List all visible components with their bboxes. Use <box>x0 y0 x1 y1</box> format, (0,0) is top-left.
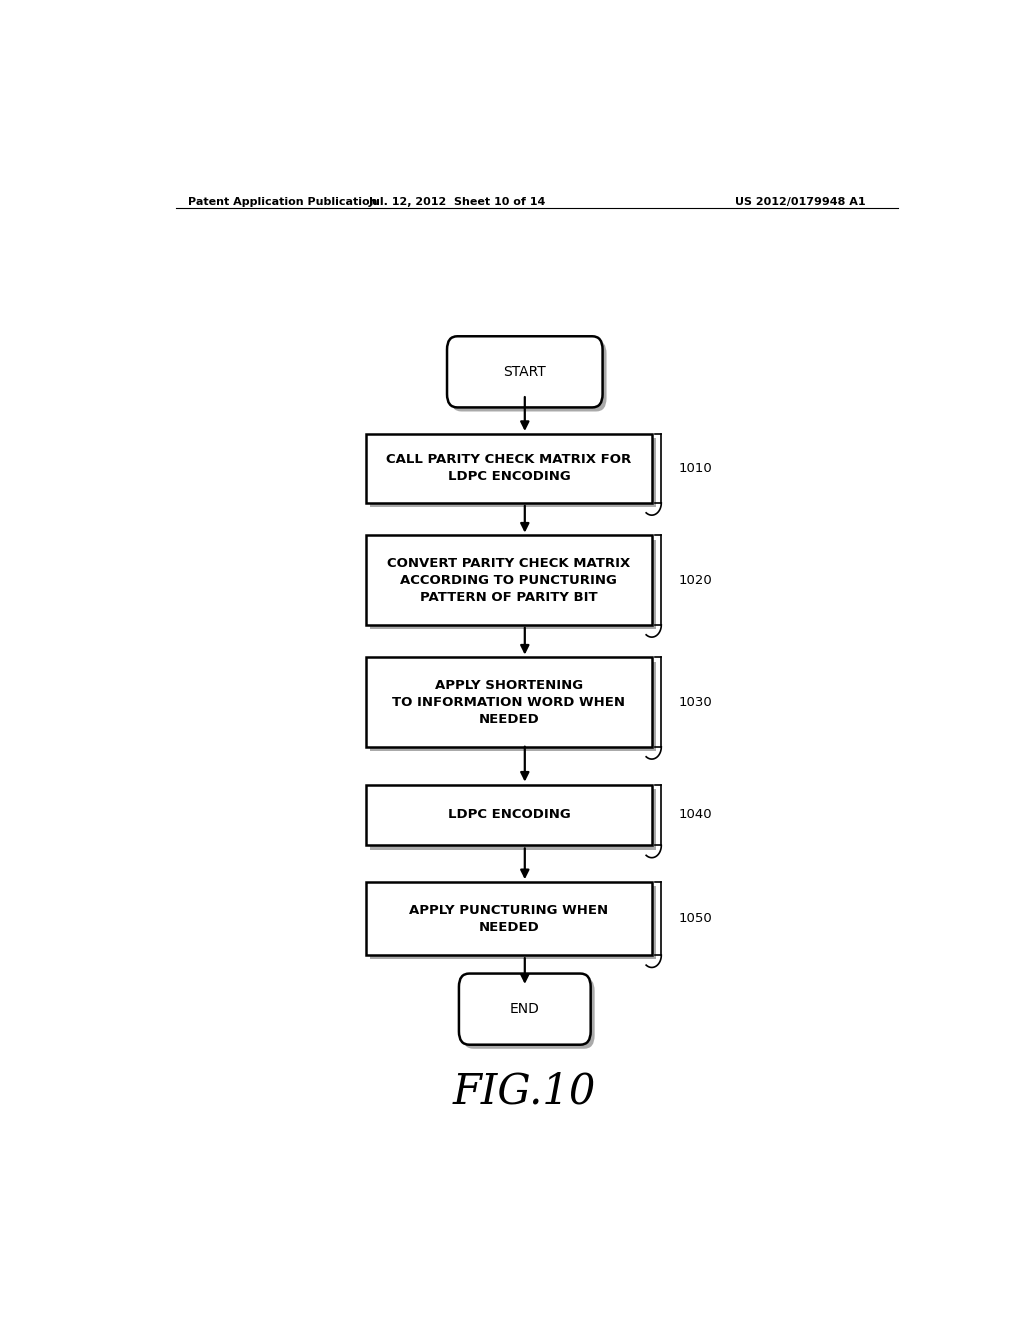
Text: 1030: 1030 <box>679 696 713 709</box>
Text: Jul. 12, 2012  Sheet 10 of 14: Jul. 12, 2012 Sheet 10 of 14 <box>369 197 546 207</box>
Bar <box>367 784 651 846</box>
Bar <box>370 540 655 630</box>
Bar <box>367 434 651 503</box>
FancyBboxPatch shape <box>463 978 595 1049</box>
Bar <box>367 536 651 624</box>
Bar <box>370 788 655 850</box>
Bar <box>370 438 655 507</box>
Text: FIG.10: FIG.10 <box>453 1071 597 1113</box>
Text: 1040: 1040 <box>679 808 713 821</box>
FancyBboxPatch shape <box>451 341 606 412</box>
Bar <box>370 661 655 751</box>
Text: LDPC ENCODING: LDPC ENCODING <box>447 808 570 821</box>
Text: CONVERT PARITY CHECK MATRIX
ACCORDING TO PUNCTURING
PATTERN OF PARITY BIT: CONVERT PARITY CHECK MATRIX ACCORDING TO… <box>387 557 631 603</box>
Text: Patent Application Publication: Patent Application Publication <box>187 197 377 207</box>
Bar <box>370 886 655 960</box>
Text: 1050: 1050 <box>679 912 713 925</box>
Text: APPLY PUNCTURING WHEN
NEEDED: APPLY PUNCTURING WHEN NEEDED <box>410 904 608 933</box>
Bar <box>367 657 651 747</box>
Text: END: END <box>510 1002 540 1016</box>
FancyBboxPatch shape <box>459 974 591 1044</box>
Text: US 2012/0179948 A1: US 2012/0179948 A1 <box>735 197 866 207</box>
Text: 1010: 1010 <box>679 462 713 475</box>
Bar <box>367 882 651 956</box>
Text: 1020: 1020 <box>679 574 713 586</box>
Text: APPLY SHORTENING
TO INFORMATION WORD WHEN
NEEDED: APPLY SHORTENING TO INFORMATION WORD WHE… <box>392 678 626 726</box>
FancyBboxPatch shape <box>447 337 602 408</box>
Text: CALL PARITY CHECK MATRIX FOR
LDPC ENCODING: CALL PARITY CHECK MATRIX FOR LDPC ENCODI… <box>386 453 632 483</box>
Text: START: START <box>504 364 546 379</box>
